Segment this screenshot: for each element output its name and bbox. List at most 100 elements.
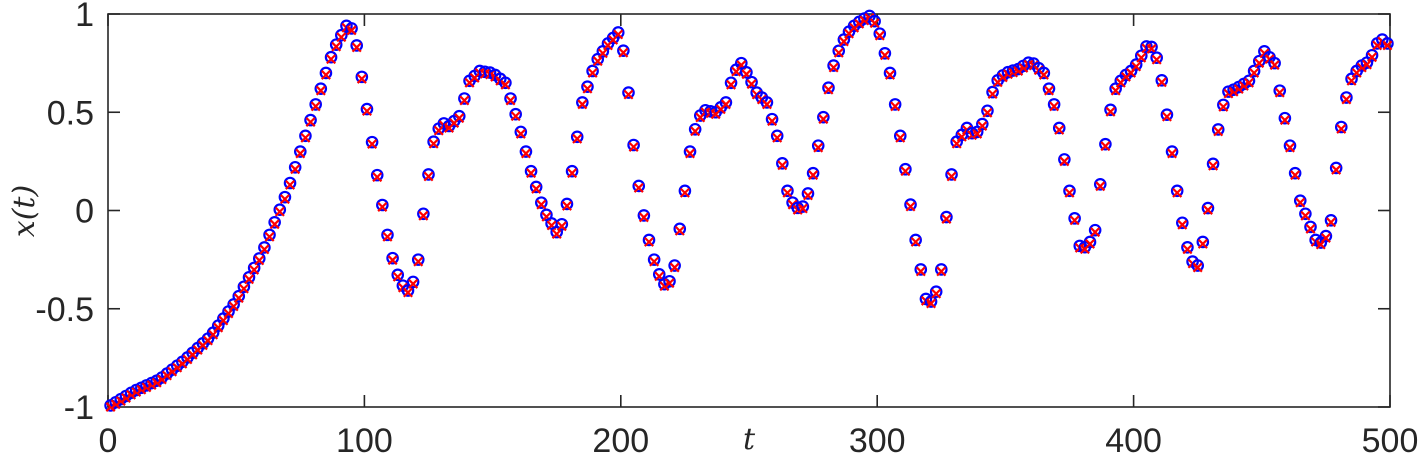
data-point-circle: [565, 164, 579, 178]
cross-stroke: [1197, 238, 1208, 249]
data-point-cross: [941, 214, 952, 224]
cross-stroke: [1336, 123, 1347, 134]
data-point-cross: [813, 142, 824, 153]
cross-stroke: [346, 25, 357, 36]
x-tick-label: 500: [1362, 422, 1419, 460]
data-point-cross: [561, 200, 572, 211]
cross-stroke: [628, 141, 639, 152]
cross-stroke: [1059, 156, 1070, 167]
cross-stroke: [1095, 181, 1106, 192]
cross-stroke: [633, 182, 644, 193]
data-point-cross: [885, 69, 895, 80]
data-point-circle: [811, 139, 825, 152]
cross-stroke: [259, 244, 270, 255]
data-point-circle: [283, 176, 297, 190]
data-point-circle: [1134, 49, 1148, 63]
cross-stroke: [587, 67, 598, 78]
data-point-circle: [735, 56, 748, 70]
data-point-cross: [613, 29, 624, 40]
cross-stroke: [505, 95, 516, 106]
data-point-circle: [652, 268, 666, 281]
data-point-cross: [1346, 75, 1357, 86]
data-point-cross: [382, 231, 393, 242]
cross-stroke: [592, 56, 603, 67]
cross-stroke: [1361, 59, 1372, 70]
data-point-cross: [1177, 219, 1188, 230]
data-point-cross: [244, 274, 254, 285]
data-point-cross: [515, 128, 526, 139]
data-point-cross: [259, 244, 270, 255]
data-point-circle: [617, 44, 630, 57]
cross-stroke: [1208, 160, 1219, 171]
data-point-cross: [274, 206, 285, 217]
cross-stroke: [1254, 58, 1265, 69]
cross-stroke: [238, 283, 249, 294]
cross-stroke: [1305, 223, 1316, 234]
data-point-circle: [776, 157, 789, 170]
cross-stroke: [869, 18, 880, 29]
data-point-circle: [1252, 54, 1266, 68]
data-point-circle: [535, 196, 548, 209]
cross-stroke: [531, 183, 542, 194]
data-point-circle: [781, 184, 794, 198]
data-point-cross: [592, 56, 603, 67]
cross-stroke: [418, 210, 429, 221]
cross-stroke: [356, 73, 367, 84]
data-point-cross: [1382, 40, 1393, 51]
cross-stroke: [582, 83, 593, 94]
cross-stroke: [110, 399, 121, 410]
cross-stroke: [351, 42, 362, 53]
data-point-circle: [1058, 153, 1071, 166]
data-point-circle: [329, 38, 343, 51]
data-point-cross: [802, 190, 813, 201]
data-point-circle: [940, 210, 953, 224]
data-point-cross: [1295, 197, 1306, 208]
data-point-cross: [1218, 101, 1229, 112]
data-point-cross: [428, 138, 439, 149]
data-point-circle: [873, 27, 887, 40]
cross-stroke: [941, 214, 952, 224]
data-point-cross: [587, 67, 598, 78]
data-point-circle: [576, 96, 589, 109]
cross-stroke: [664, 278, 675, 289]
data-point-circle: [688, 122, 702, 136]
cross-stroke: [423, 171, 434, 182]
data-point-cross: [638, 212, 649, 223]
cross-stroke: [1367, 52, 1378, 63]
cross-stroke: [131, 387, 142, 398]
data-point-cross: [223, 308, 234, 319]
cross-stroke: [249, 264, 260, 275]
data-point-circle: [314, 82, 328, 95]
cross-stroke: [597, 48, 608, 59]
cross-stroke: [1110, 85, 1121, 96]
data-point-circle: [1273, 84, 1287, 97]
cross-stroke: [1049, 101, 1060, 112]
data-point-cross: [1320, 233, 1331, 243]
data-point-cross: [392, 271, 403, 282]
data-point-circle: [704, 104, 717, 118]
data-point-cross: [510, 111, 521, 122]
cross-stroke: [290, 164, 301, 175]
cross-stroke: [736, 60, 747, 71]
cross-stroke: [1146, 43, 1157, 54]
data-point-cross: [238, 283, 249, 294]
cross-stroke: [1182, 244, 1193, 255]
data-point-circle: [268, 215, 281, 229]
data-point-circle: [360, 102, 374, 116]
cross-stroke: [120, 392, 131, 403]
cross-stroke: [618, 47, 629, 58]
data-point-circle: [273, 203, 287, 217]
data-point-circle: [1170, 184, 1184, 198]
data-point-cross: [300, 132, 311, 143]
cross-stroke: [126, 389, 137, 400]
data-point-circle: [1150, 51, 1163, 65]
data-point-circle: [252, 252, 266, 265]
cross-stroke: [1136, 52, 1147, 63]
cross-stroke: [915, 266, 926, 277]
data-point-circle: [1037, 66, 1051, 80]
cross-stroke: [1167, 148, 1178, 159]
data-point-circle: [406, 275, 420, 289]
cross-stroke: [1346, 75, 1357, 86]
data-point-cross: [1361, 59, 1372, 70]
